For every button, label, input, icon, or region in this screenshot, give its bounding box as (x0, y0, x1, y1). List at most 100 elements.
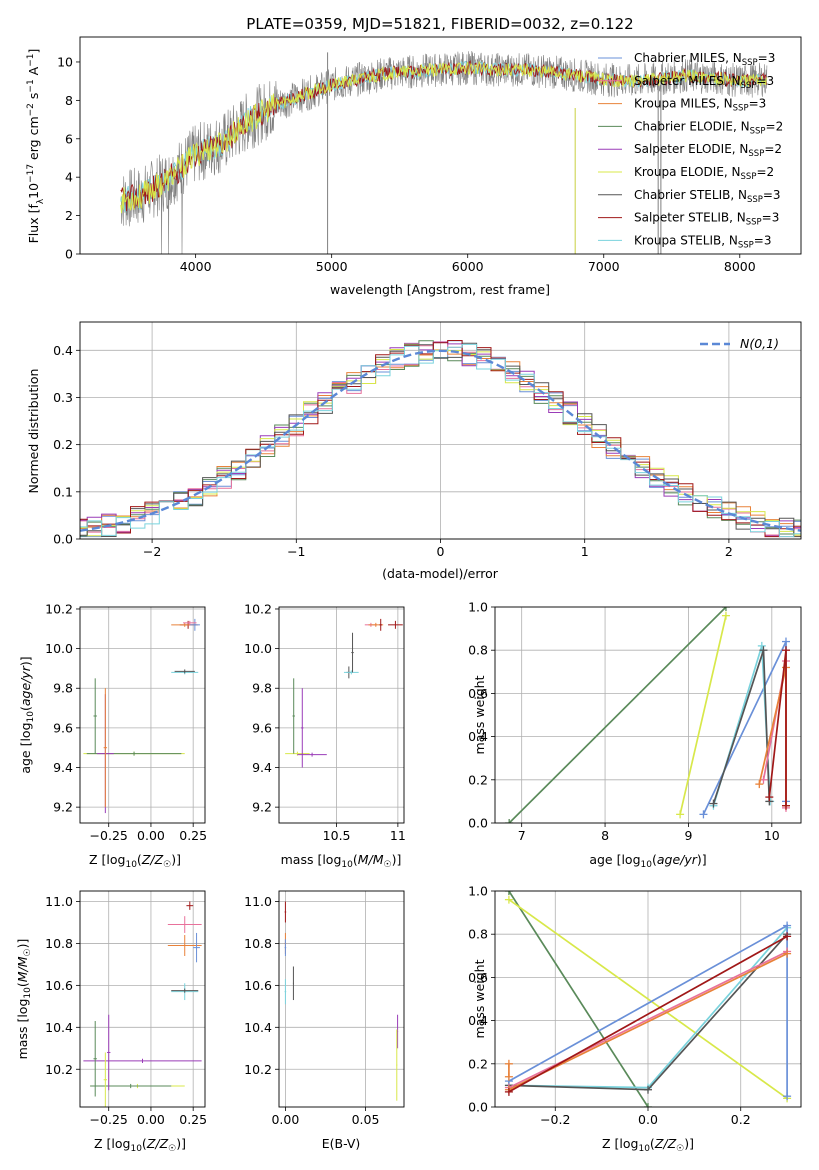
ytick-label: 0.4 (468, 729, 488, 744)
axes-frame (278, 606, 405, 824)
legend-label: Salpeter MILES, NSSP=3 (634, 74, 774, 91)
ytick-label: 11.0 (244, 894, 272, 909)
xtick-label: −2 (143, 544, 161, 559)
weight-line (508, 898, 788, 1100)
xtick-label: 7 (518, 828, 526, 843)
y-axis-label: mass weight (472, 675, 487, 754)
y-axis-label: age [log10(age/yr)] (18, 656, 36, 773)
legend-label: Kroupa MILES, NSSP=3 (634, 97, 766, 114)
axes-age_vs_mass: 10.5 11 9.2 9.4 9.6 9.8 10.0 10.2 mass [log10(M/… (244, 601, 406, 870)
axes-frame (79, 606, 206, 824)
x-axis-label: wavelength [Angstrom, rest frame] (330, 282, 550, 297)
ytick-label: 0.0 (53, 532, 73, 547)
legend-label: Salpeter STELIB, NSSP=3 (634, 211, 779, 228)
ytick-label: 9.4 (252, 760, 272, 775)
ytick-label: 10.4 (45, 1020, 73, 1035)
model-spectrum-line (120, 60, 767, 214)
xtick-label: 6000 (452, 259, 484, 274)
ytick-label: 10.8 (45, 936, 73, 951)
ytick-label: 9.6 (53, 720, 73, 735)
ytick-label: 9.8 (252, 681, 272, 696)
xtick-label: 9 (684, 828, 692, 843)
xtick-label: 11 (390, 828, 406, 843)
legend-spectrum: Chabrier MILES, NSSP=3 Salpeter MILES, NS… (598, 51, 783, 250)
x-axis-label: Z [log10(Z/Z☉)] (89, 852, 181, 870)
y-axis-label: Normed distribution (26, 369, 41, 494)
weight-line (508, 950, 788, 1089)
xtick-label: 8 (601, 828, 609, 843)
xtick-label: 0 (437, 544, 445, 559)
x-axis-label: E(B-V) (322, 1136, 361, 1151)
ytick-label: 10.6 (45, 978, 73, 993)
x-axis-label: Z [log10(Z/Z☉)] (602, 1136, 694, 1154)
ytick-label: 0.6 (468, 970, 488, 985)
ytick-label: 8 (65, 93, 73, 108)
x-axis-label: Z [log10(Z/Z☉)] (94, 1136, 186, 1154)
weight-line (508, 891, 649, 1107)
y-axis-label: mass [log10(M/M☉)] (15, 939, 33, 1060)
ytick-label: 10 (57, 54, 73, 69)
xtick-label: 0.2 (731, 1112, 751, 1127)
y-axis-label: Flux [fλ10−17 erg cm−2 s−1 A−1] (26, 49, 46, 244)
weight-line (508, 935, 788, 1093)
ytick-label: 0 (65, 247, 73, 262)
weight-line (679, 615, 727, 815)
ytick-label: 10.2 (244, 1062, 272, 1077)
xtick-label: −1 (287, 544, 305, 559)
grid-mass_vs_ebv (279, 891, 404, 1107)
normal-curve (80, 349, 801, 532)
x-axis-label: (data-model)/error (382, 566, 499, 581)
xtick-label: −0.25 (90, 828, 128, 843)
axes-frame (79, 321, 802, 540)
ytick-label: 0.6 (468, 686, 488, 701)
plot-area-mass_vs_ebv (284, 901, 399, 1101)
ytick-label: 0.4 (53, 343, 73, 358)
ytick-label: 0.3 (53, 390, 73, 405)
plot-area-spectrum (120, 50, 768, 254)
ytick-label: 0.2 (468, 1056, 488, 1071)
axes-frame (278, 890, 405, 1108)
plot-area-weight_vs_age (505, 607, 790, 823)
ytick-label: 6 (65, 131, 73, 146)
axes-weight_vs_age: 7 8 9 10 0.0 0.2 0.4 0.6 0.8 1.0 age [log10(age/yr… (468, 600, 802, 870)
ytick-label: 0.2 (53, 437, 73, 452)
grid-age_vs_Z (80, 607, 205, 823)
legend-label: Salpeter ELODIE, NSSP=2 (634, 142, 782, 159)
ytick-label: 9.2 (252, 800, 272, 815)
xtick-label: 7000 (588, 259, 620, 274)
grid-age_vs_mass (279, 607, 404, 823)
plot-area-age_vs_Z (83, 618, 200, 814)
legend-label: Chabrier STELIB, NSSP=3 (634, 188, 781, 205)
legend-label: Chabrier MILES, NSSP=3 (634, 51, 775, 68)
xtick-label: 0.00 (137, 828, 165, 843)
plot-area-mass_vs_Z (83, 901, 202, 1107)
xtick-label: 0.25 (179, 1112, 207, 1127)
ytick-label: 0.8 (468, 643, 488, 658)
x-axis-label: mass [log10(M/M☉)] (281, 852, 402, 870)
xtick-label: 10 (764, 828, 780, 843)
plot-area-residuals (80, 340, 801, 538)
axes-spectrum: 4000 5000 6000 7000 8000 0 2 4 6 8 10 Chabrier MILE… (26, 36, 802, 297)
ytick-label: 10.2 (45, 1062, 73, 1077)
xtick-label: 0.0 (638, 1112, 658, 1127)
xtick-label: 8000 (724, 259, 756, 274)
xtick-label: 5000 (316, 259, 348, 274)
axes-frame (79, 36, 802, 255)
ytick-label: 1.0 (468, 600, 488, 615)
xtick-label: 10.5 (323, 828, 351, 843)
xtick-label: 2 (725, 544, 733, 559)
axes-age_vs_Z: −0.25 0.00 0.25 9.2 9.4 9.6 9.8 10.0 10.2 Z [log1… (18, 601, 207, 870)
ytick-label: 10.4 (244, 1020, 272, 1035)
x-axis-label: age [log10(age/yr)] (589, 852, 706, 870)
xtick-label: 0.00 (271, 1112, 299, 1127)
legend-label: N(0,1) (740, 336, 779, 351)
xtick-label: 4000 (180, 259, 212, 274)
ytick-label: 0.0 (468, 816, 488, 831)
axes-weight_vs_Z: −0.2 0.0 0.2 0.0 0.2 0.4 0.6 0.8 1.0 Z [log10(Z/Z… (468, 884, 802, 1154)
figure-title: PLATE=0359, MJD=51821, FIBERID=0032, z=0… (246, 15, 633, 33)
ytick-label: 9.2 (53, 800, 73, 815)
plot-area-weight_vs_Z (504, 891, 792, 1107)
ytick-label: 11.0 (45, 894, 73, 909)
ytick-label: 9.6 (252, 720, 272, 735)
